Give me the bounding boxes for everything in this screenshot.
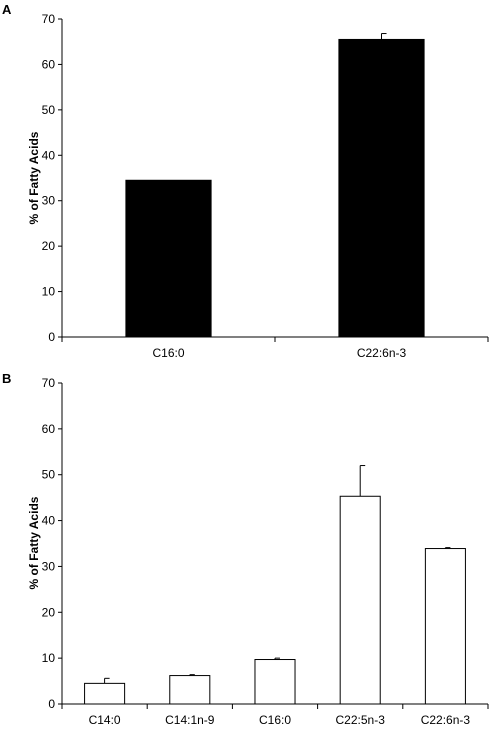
panel-a-label: A [2,2,12,17]
panel-a-x-tick-label: C22:6n-3 [357,346,407,360]
panel-b-x-tick-label: C22:6n-3 [421,713,471,727]
panel-a-y-tick-label: 70 [42,12,56,26]
panel-b-y-tick-label: 20 [42,605,56,619]
panel-a-y-tick-label: 0 [48,330,55,344]
panel-a-x-tick-label: C16:0 [152,346,184,360]
panel-b-x-tick-label: C16:0 [259,713,291,727]
panel-b-bar [84,682,126,705]
panel-a-y-tick-label: 30 [42,194,56,208]
panel-b-y-tick-label: 70 [42,376,56,390]
panel-b-label: B [2,371,11,386]
panel-b-y-tick-label: 10 [42,651,56,665]
panel-b-x-tick-label: C14:1n-9 [165,713,215,727]
panel-a-y-tick-label: 20 [42,239,56,253]
panel-b-bar [339,495,381,705]
panel-a-y-tick-label: 50 [42,103,56,117]
panel-a-y-tick-label: 60 [42,57,56,71]
panel-a-y-tick-label: 10 [42,285,56,299]
panel-a-y-tick-label: 40 [42,148,56,162]
panel-b-x-tick-label: C22:5n-3 [336,713,386,727]
panel-b-y-tick-label: 30 [42,559,56,573]
panel-b-bar [254,659,296,705]
panel-a-bar [338,38,425,338]
panel-b-bar [424,548,466,705]
panel-b-ylabel: % of Fatty Acids [27,496,41,589]
panel-b-y-tick-label: 60 [42,422,56,436]
panel-b-chart: 0 10 20 30 40 50 60 70 C14:0 C14:1n-9 C16:0 C22:5n-… [42,376,489,727]
panel-a-chart: 0 10 20 30 40 50 60 70 C16:0 C22:6n-3 [42,12,489,360]
panel-b-x-tick-label: C14:0 [89,713,121,727]
panel-a-bar [125,179,212,338]
panel-b-y-tick-label: 40 [42,514,56,528]
panel-b-bar [169,675,211,705]
panel-b-y-tick-label: 0 [48,697,55,711]
panel-b-y-tick-label: 50 [42,468,56,482]
panel-a-ylabel: % of Fatty Acids [27,131,41,224]
